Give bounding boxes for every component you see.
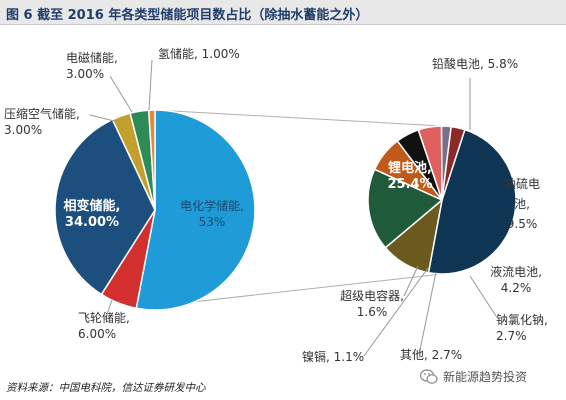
label-line: 相变储能,: [64, 198, 121, 214]
figure-title: 图 6 截至 2016 年各类型储能项目数占比（除抽水蓄能之外）: [6, 8, 369, 23]
label-line: 钠氯化钠,: [496, 312, 548, 327]
label-supercap: 超级电容器, 1.6%: [340, 288, 404, 319]
label-line: 电磁储能,: [66, 50, 118, 65]
sub-slice-超级电容器: [441, 125, 466, 201]
label-phase-change: 相变储能, 34.00%: [64, 198, 121, 230]
leader-line: [89, 114, 119, 123]
label-line: 2.7%: [496, 329, 527, 343]
sub-slice-锂电池: [427, 128, 517, 275]
main-pie: [54, 109, 256, 311]
label-line: 电化学储能,: [180, 198, 244, 213]
label-sodium-nickel: 钠氯化钠, 2.7%: [496, 312, 548, 343]
label-line: 其他, 2.7%: [400, 348, 462, 362]
leader-line: [363, 267, 429, 357]
label-other: 其他, 2.7%: [400, 348, 462, 362]
label-hydrogen: 氢储能, 1.00%: [158, 46, 240, 61]
label-line: 池,: [514, 197, 530, 211]
wechat-icon: [420, 368, 438, 384]
leader-line: [403, 265, 419, 297]
label-line: 34.00%: [65, 215, 119, 230]
sub-pie: [367, 125, 517, 275]
main-slice-氢储能: [147, 109, 156, 211]
label-line: 53%: [199, 215, 226, 229]
label-electrochemical: 电化学储能, 53%: [180, 198, 244, 229]
label-compressed-air: 压缩空气储能, 3.00%: [4, 106, 80, 137]
main-slice-电化学储能: [135, 109, 256, 311]
watermark-text: 新能源趋势投资: [443, 370, 528, 384]
label-line: 镍镉, 1.1%: [302, 350, 364, 364]
label-line: 超级电容器,: [340, 288, 404, 303]
label-line: 飞轮储能,: [78, 310, 130, 325]
label-line: 3.00%: [66, 67, 104, 81]
label-lithium: 锂电池, 25.4%: [387, 160, 432, 192]
label-nas: 钠硫电池, 9.5%: [504, 176, 540, 231]
label-line: 铅酸电池, 5.8%: [432, 56, 518, 71]
label-lead-acid: 铅酸电池, 5.8%: [432, 56, 518, 71]
slice-labels: 电化学储能, 53% 飞轮储能, 6.00% 相变储能, 34.00% 压缩空气储能, 3.0…: [4, 46, 548, 364]
label-line: 钠硫电: [504, 176, 540, 191]
leader-lines: [89, 59, 497, 357]
source-note: 资料来源：中国电科院，信达证券研发中心: [6, 382, 206, 394]
connector-line-top: [154, 109, 443, 127]
label-line: 液流电池,: [490, 264, 542, 279]
leader-line: [419, 271, 437, 351]
label-line: 氢储能, 1.00%: [158, 46, 240, 61]
label-line: 9.5%: [507, 217, 538, 231]
sub-slice-钠硫电池: [367, 168, 444, 249]
main-slice-相变储能: [54, 118, 156, 296]
label-line: 1.6%: [357, 305, 388, 319]
title-bar: 图 6 截至 2016 年各类型储能项目数占比（除抽水蓄能之外）: [0, 0, 566, 25]
watermark: 新能源趋势投资: [420, 368, 527, 385]
label-line: 4.2%: [501, 281, 532, 295]
leader-line: [148, 59, 153, 111]
label-line: 6.00%: [78, 327, 116, 341]
leader-line: [104, 299, 113, 321]
label-line: 25.4%: [387, 177, 432, 192]
label-flywheel: 飞轮储能, 6.00%: [78, 310, 130, 341]
label-line: 锂电池,: [388, 160, 432, 176]
label-line: 压缩空气储能,: [4, 106, 80, 121]
leader-line: [469, 275, 497, 317]
label-electromagnetic: 电磁储能, 3.00%: [66, 50, 118, 81]
label-nicd: 镍镉, 1.1%: [302, 350, 364, 364]
leader-line: [109, 75, 133, 113]
label-line: 3.00%: [4, 123, 42, 137]
label-flow: 液流电池, 4.2%: [490, 264, 542, 295]
